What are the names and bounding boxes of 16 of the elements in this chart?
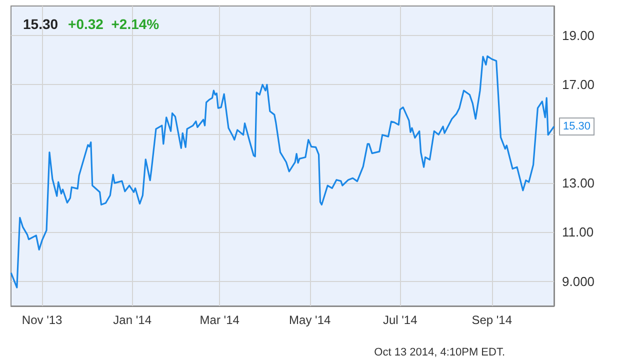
y-tick-label: 9.000 bbox=[562, 274, 595, 289]
text: Oct 13 2014, 4:10PM EDT. bbox=[374, 346, 506, 358]
x-tick-label: May '14 bbox=[289, 313, 332, 327]
y-tick-label: 11.00 bbox=[562, 224, 594, 240]
x-tick-label: Mar '14 bbox=[200, 313, 240, 327]
x-tick-label: Nov '13 bbox=[22, 313, 63, 327]
x-tick-label: Jul '14 bbox=[382, 313, 418, 327]
x-tick-label: Jan '14 bbox=[113, 313, 152, 327]
y-tick-label: 13.00 bbox=[562, 176, 595, 191]
y-tick-label: 17.00 bbox=[562, 77, 595, 92]
text: +0.32 +2.14% bbox=[68, 16, 160, 32]
line-series bbox=[10, 55, 555, 288]
x-tick-label: Sep '14 bbox=[472, 313, 512, 327]
text: 15.30 bbox=[23, 16, 58, 32]
y-tick-label: 19.00 bbox=[562, 28, 595, 44]
annotation: 15.30 bbox=[563, 120, 591, 132]
